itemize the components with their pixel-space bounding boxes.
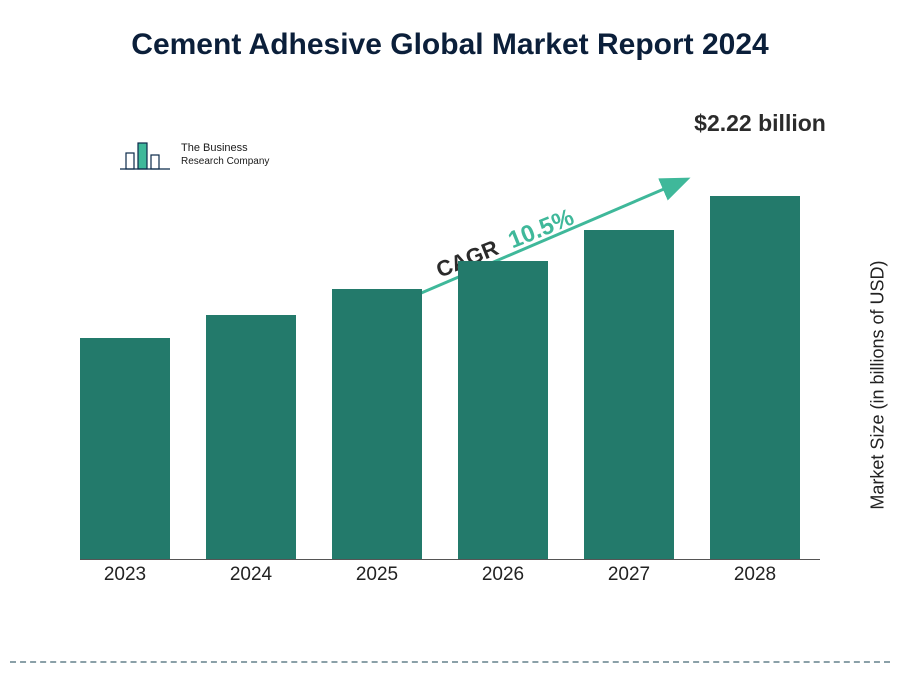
bar xyxy=(710,196,800,559)
chart-title: Cement Adhesive Global Market Report 202… xyxy=(0,28,900,62)
bar-category-label: 2025 xyxy=(322,564,432,586)
chart-area: CAGR 10.5% $1.35 billion $1.49 billion $… xyxy=(80,120,820,590)
bar xyxy=(80,338,170,559)
x-axis-line xyxy=(80,559,820,560)
bar-category-label: 2027 xyxy=(574,564,684,586)
annotation-last: $2.22 billion xyxy=(660,110,860,138)
bar xyxy=(458,261,548,559)
bar xyxy=(206,315,296,559)
bar xyxy=(332,289,422,559)
y-axis-label: Market Size (in billions of USD) xyxy=(868,261,889,510)
bar-category-label: 2024 xyxy=(196,564,306,586)
cagr-arrow xyxy=(80,120,820,590)
cagr-value: 10.5% xyxy=(505,204,578,255)
bar-category-label: 2026 xyxy=(448,564,558,586)
bar-category-label: 2028 xyxy=(700,564,810,586)
bottom-dashed-divider xyxy=(10,661,890,663)
bar xyxy=(584,230,674,559)
bar-category-label: 2023 xyxy=(70,564,180,586)
